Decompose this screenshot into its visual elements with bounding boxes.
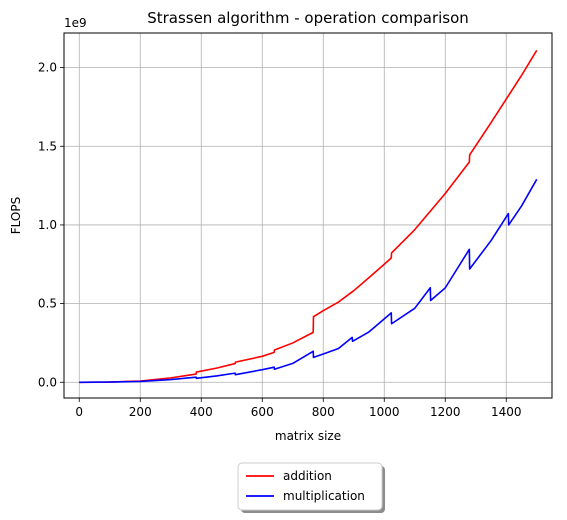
legend-box [237, 462, 383, 511]
axes-frame [63, 32, 553, 399]
x-tick-label: 0 [75, 405, 83, 419]
y-tick-label: 1.0 [38, 218, 57, 232]
x-axis-ticks: 0 200 400 600 800 1000 1200 1400 [75, 398, 522, 419]
grid-lines [64, 33, 552, 398]
x-axis-label: matrix size [275, 429, 341, 443]
x-tick-label: 800 [312, 405, 335, 419]
series-lines [79, 49, 538, 384]
y-axis-multiplier: 1e9 [64, 16, 87, 30]
legend-label: addition [283, 469, 332, 483]
x-tick-label: 400 [190, 405, 213, 419]
x-tick-label: 600 [251, 405, 274, 419]
legend-label: multiplication [283, 489, 365, 503]
legend: addition multiplication [237, 462, 385, 513]
series-line-multiplication [79, 178, 538, 384]
x-tick-label: 1200 [430, 405, 461, 419]
series-line-addition [79, 49, 538, 384]
y-axis-label: FLOPS [9, 197, 23, 234]
y-tick-label: 1.5 [38, 139, 57, 153]
y-axis-ticks: 0.0 0.5 1.0 1.5 2.0 [38, 61, 64, 389]
y-tick-label: 0.0 [38, 375, 57, 389]
x-tick-label: 200 [129, 405, 152, 419]
x-tick-label: 1400 [491, 405, 522, 419]
y-tick-label: 2.0 [38, 61, 57, 75]
chart-title: Strassen algorithm - operation compariso… [147, 9, 469, 27]
x-tick-label: 1000 [369, 405, 400, 419]
y-tick-label: 0.5 [38, 297, 57, 311]
